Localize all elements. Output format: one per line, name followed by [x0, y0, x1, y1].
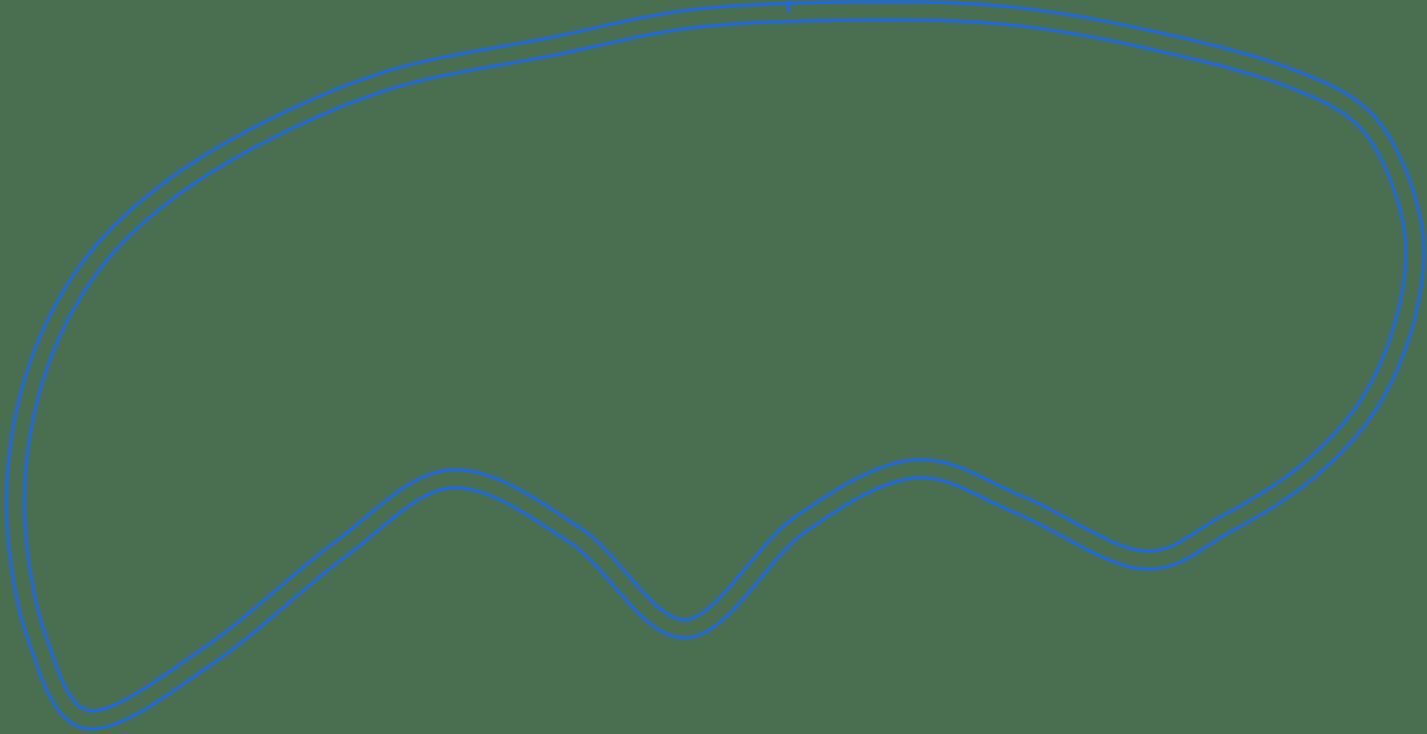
track-road-fill [8, 3, 1423, 728]
track-loop [5, 0, 1426, 731]
